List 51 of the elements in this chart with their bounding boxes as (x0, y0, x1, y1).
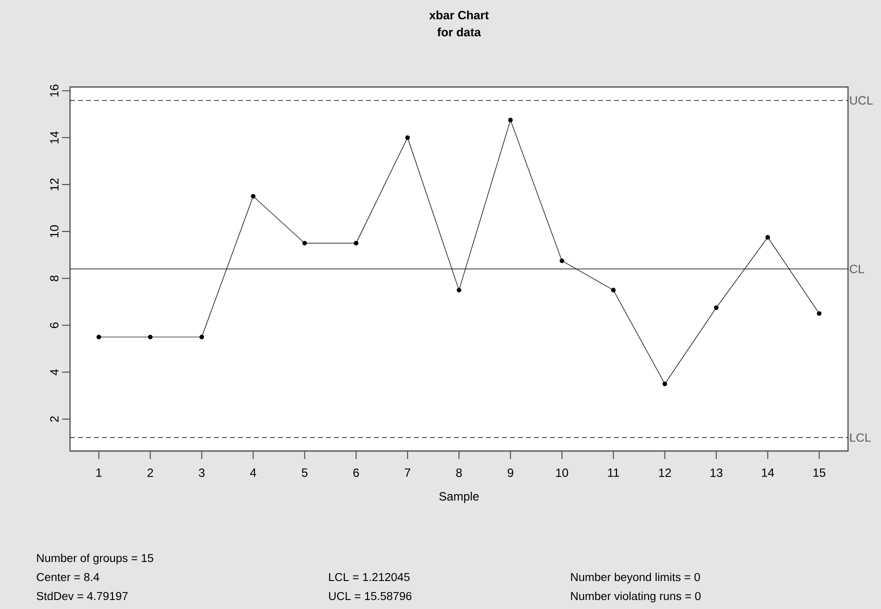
text: UCL = 15.58796 (329, 592, 412, 600)
x-tick-label: 4 (250, 468, 256, 477)
x-tick-label: 11 (608, 468, 619, 477)
point (560, 258, 564, 264)
x-tick-label: 15 (813, 468, 826, 477)
point (302, 240, 307, 246)
x-tick-label: 14 (762, 468, 774, 477)
y-tick-label: 14 (50, 131, 58, 144)
point (611, 288, 616, 292)
point (816, 311, 822, 316)
y-tick-label: 4 (50, 369, 58, 376)
point (96, 334, 102, 340)
y-tick-label: 6 (50, 322, 58, 328)
x-tick-label: 1 (96, 468, 102, 477)
x-tick-label: 10 (556, 468, 568, 477)
text: LCL = 1.212045 (329, 572, 410, 582)
chart-title: xbar Chart (429, 10, 489, 20)
x-tick-label: 8 (456, 468, 462, 477)
y-tick-label: 16 (50, 84, 58, 96)
point (250, 194, 256, 199)
x-tick-label: 2 (148, 468, 153, 477)
point (148, 334, 153, 340)
y-tick-label: 12 (50, 178, 58, 190)
point (714, 305, 719, 310)
ref-line-label: UCL (850, 96, 873, 105)
y-tick-label: 10 (50, 225, 58, 238)
point (456, 288, 462, 292)
chart-subtitle: for data (437, 28, 481, 36)
y-tick-label: 2 (50, 416, 58, 422)
text: Number beyond limits = 0 (571, 572, 700, 584)
x-tick-label: 6 (353, 468, 359, 477)
point (354, 240, 358, 246)
point (765, 235, 770, 240)
x-tick-label: 9 (508, 468, 514, 477)
x-tick-label: 3 (198, 468, 205, 477)
point (508, 118, 513, 122)
ref-line-label: CL (850, 264, 864, 274)
text: Number violating runs = 0 (571, 592, 701, 602)
text: Center = 8.4 (36, 572, 100, 582)
ref-line-label: LCL (850, 433, 871, 442)
text: StdDev = 4.79197 (36, 592, 128, 600)
point (662, 382, 668, 386)
x-tick-label: 7 (404, 468, 410, 477)
x-tick-label: 12 (659, 468, 671, 477)
y-tick-label: 8 (50, 276, 58, 282)
point (405, 135, 410, 140)
x-tick-label: 5 (302, 468, 308, 477)
x-axis-title: Sample (439, 492, 479, 503)
text: Number of groups = 15 (37, 554, 154, 564)
x-tick-label: 13 (710, 468, 722, 477)
point (199, 334, 204, 340)
